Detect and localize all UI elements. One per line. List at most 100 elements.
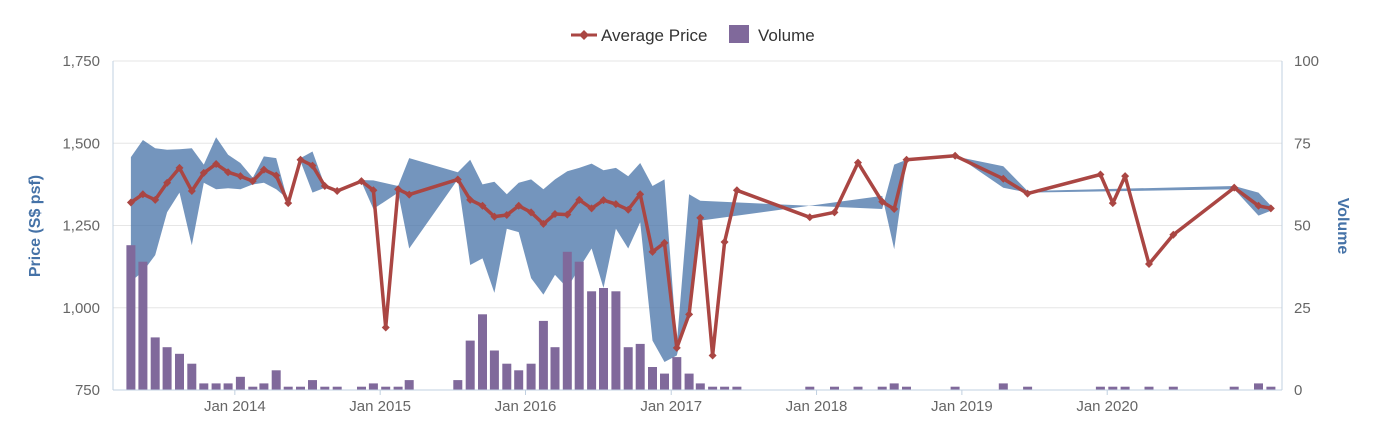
volume-bar[interactable] (357, 386, 366, 390)
volume-bar[interactable] (320, 386, 330, 390)
volume-bar[interactable] (1095, 386, 1105, 390)
volume-bar[interactable] (271, 370, 281, 390)
average-price-point[interactable] (224, 168, 233, 177)
volume-bar[interactable] (538, 320, 548, 390)
volume-bar[interactable] (381, 386, 391, 390)
legend-item-volume[interactable]: Volume (729, 25, 815, 45)
volume-bar[interactable] (853, 386, 863, 390)
volume-bar[interactable] (574, 261, 584, 390)
average-price-point[interactable] (284, 199, 293, 208)
average-price-point[interactable] (550, 209, 559, 218)
volume-bar[interactable] (150, 337, 160, 390)
volume-bar[interactable] (404, 380, 414, 390)
volume-bar[interactable] (684, 373, 694, 390)
average-price-point[interactable] (514, 201, 523, 210)
volume-bar[interactable] (199, 383, 209, 390)
volume-bar[interactable] (259, 383, 269, 390)
average-price-point[interactable] (502, 210, 511, 219)
average-price-point[interactable] (527, 208, 536, 217)
volume-bar[interactable] (223, 383, 233, 390)
average-price-point[interactable] (720, 237, 729, 246)
average-price-point[interactable] (575, 195, 584, 204)
average-price-point[interactable] (357, 177, 366, 186)
average-price-point[interactable] (660, 238, 669, 247)
volume-bar[interactable] (526, 363, 536, 390)
average-price-point[interactable] (805, 213, 814, 222)
volume-bar[interactable] (138, 261, 148, 390)
volume-bar[interactable] (1229, 386, 1239, 390)
average-price-point[interactable] (1096, 170, 1105, 179)
average-price-point[interactable] (163, 178, 172, 187)
volume-bar[interactable] (514, 370, 524, 390)
volume-bar[interactable] (635, 343, 645, 390)
average-price-point[interactable] (902, 155, 911, 164)
legend-item-average-price[interactable]: Average Price (571, 26, 707, 45)
volume-bar[interactable] (672, 357, 682, 390)
volume-bar[interactable] (889, 383, 899, 390)
average-price-point[interactable] (708, 351, 717, 360)
volume-bar[interactable] (599, 288, 608, 390)
average-price-point[interactable] (1023, 189, 1032, 198)
average-price-point[interactable] (951, 151, 960, 160)
average-price-point[interactable] (1254, 201, 1263, 210)
average-price-point[interactable] (599, 196, 608, 205)
average-price-point[interactable] (685, 310, 694, 319)
volume-bar[interactable] (1168, 386, 1178, 390)
volume-bar[interactable] (368, 383, 378, 390)
average-price-point[interactable] (151, 195, 160, 204)
average-price-point[interactable] (259, 165, 268, 174)
average-price-point[interactable] (187, 186, 196, 195)
average-price-point[interactable] (890, 205, 899, 214)
volume-bar[interactable] (248, 386, 258, 390)
volume-bar[interactable] (950, 386, 960, 390)
average-price-point[interactable] (126, 198, 135, 207)
volume-bar[interactable] (1108, 386, 1118, 390)
average-price-point[interactable] (1230, 183, 1239, 192)
average-price-point[interactable] (320, 182, 329, 191)
volume-bar[interactable] (660, 373, 669, 390)
average-price-point[interactable] (236, 172, 245, 181)
average-price-point[interactable] (381, 323, 390, 332)
volume-bar[interactable] (550, 347, 560, 390)
volume-bar[interactable] (283, 386, 293, 390)
average-price-point[interactable] (405, 190, 414, 199)
average-price-point[interactable] (333, 186, 342, 195)
volume-bar[interactable] (453, 380, 463, 390)
average-price-point[interactable] (199, 168, 208, 177)
average-price-point[interactable] (587, 204, 596, 213)
volume-bar[interactable] (1120, 386, 1130, 390)
volume-bar[interactable] (998, 383, 1008, 390)
average-price-point[interactable] (466, 195, 475, 204)
volume-bar[interactable] (478, 314, 487, 390)
average-price-point[interactable] (624, 205, 633, 214)
average-price-point[interactable] (453, 175, 462, 184)
volume-bar[interactable] (1144, 386, 1154, 390)
average-price-point[interactable] (1121, 172, 1130, 181)
average-price-point[interactable] (490, 212, 499, 221)
volume-bar[interactable] (611, 291, 621, 390)
average-price-point[interactable] (394, 185, 403, 194)
volume-bar[interactable] (648, 367, 657, 390)
average-price-point[interactable] (878, 197, 887, 206)
volume-bar[interactable] (720, 386, 730, 390)
volume-bar[interactable] (393, 386, 403, 390)
volume-bar[interactable] (308, 380, 317, 390)
average-price-point[interactable] (248, 177, 257, 186)
volume-bar[interactable] (732, 386, 742, 390)
average-price-point[interactable] (212, 159, 221, 168)
volume-bar[interactable] (805, 386, 815, 390)
volume-bar[interactable] (1266, 386, 1276, 390)
average-price-point[interactable] (563, 210, 572, 219)
volume-bar[interactable] (332, 386, 342, 390)
volume-bar[interactable] (187, 363, 197, 390)
average-price-point[interactable] (272, 171, 281, 180)
volume-bar[interactable] (587, 291, 597, 390)
average-price-point[interactable] (478, 201, 487, 210)
volume-bar[interactable] (562, 251, 572, 390)
volume-bar[interactable] (489, 350, 499, 391)
average-price-point[interactable] (175, 163, 184, 172)
volume-bar[interactable] (708, 386, 718, 390)
volume-bar[interactable] (902, 386, 911, 390)
average-price-point[interactable] (539, 219, 548, 228)
volume-bar[interactable] (695, 383, 705, 390)
